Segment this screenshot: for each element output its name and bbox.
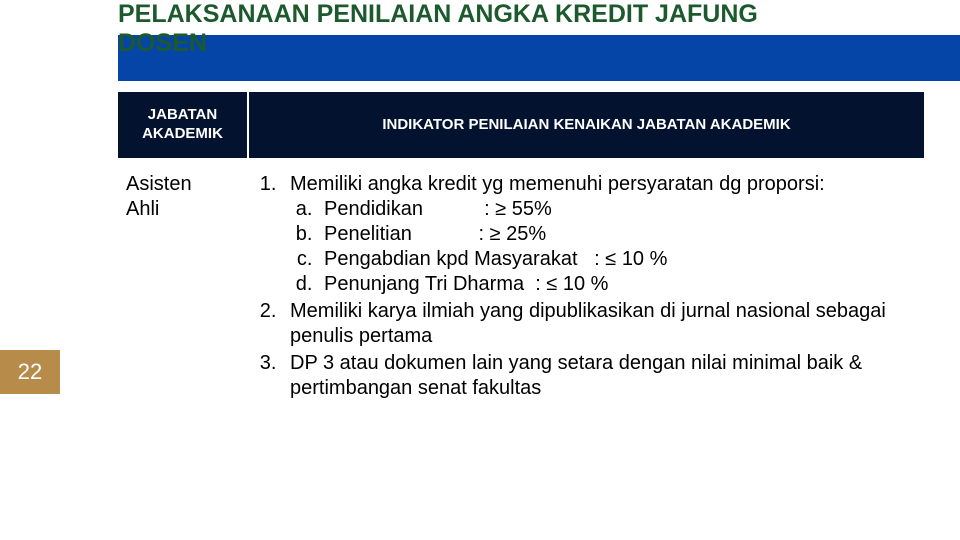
slide-title-line1: PELAKSANAAN PENILAIAN ANGKA KREDIT JAFUN… (118, 0, 758, 28)
assessment-table: JABATAN AKADEMIK INDIKATOR PENILAIAN KEN… (118, 92, 926, 413)
list-item-1: Memiliki angka kredit yg memenuhi persya… (282, 172, 915, 297)
col2-header: INDIKATOR PENILAIAN KENAIKAN JABATAN AKA… (248, 92, 925, 158)
slide-title-line2: DOSEN (118, 29, 207, 57)
page-number: 22 (18, 359, 42, 385)
table-header-row: JABATAN AKADEMIK INDIKATOR PENILAIAN KEN… (118, 92, 925, 158)
table-row: Asisten Ahli Memiliki angka kredit yg me… (118, 158, 925, 413)
item1-text: Memiliki angka kredit yg memenuhi persya… (290, 173, 825, 195)
sub-item-b: Penelitian : ≥ 25% (318, 222, 915, 247)
jabatan-line1: Asisten (126, 173, 192, 195)
col1-header-line1: JABATAN (148, 106, 217, 123)
sub-item-a: Pendidikan : ≥ 55% (318, 197, 915, 222)
sub-item-c: Pengabdian kpd Masyarakat : ≤ 10 % (318, 247, 915, 272)
col1-header-line2: AKADEMIK (142, 125, 223, 142)
cell-jabatan: Asisten Ahli (118, 158, 248, 413)
proporsi-sublist: Pendidikan : ≥ 55% Penelitian : ≥ 25% Pe… (290, 197, 915, 297)
list-item-3: DP 3 atau dokumen lain yang setara denga… (282, 351, 915, 401)
col1-header: JABATAN AKADEMIK (118, 92, 248, 158)
sub-item-d: Penunjang Tri Dharma : ≤ 10 % (318, 272, 915, 297)
list-item-2: Memiliki karya ilmiah yang dipublikasika… (282, 299, 915, 349)
slide-title: PELAKSANAAN PENILAIAN ANGKA KREDIT JAFUN… (118, 0, 758, 58)
indikator-list: Memiliki angka kredit yg memenuhi persya… (254, 172, 915, 401)
jabatan-line2: Ahli (126, 198, 159, 220)
page-number-box: 22 (0, 350, 60, 394)
cell-indikator: Memiliki angka kredit yg memenuhi persya… (248, 158, 925, 413)
